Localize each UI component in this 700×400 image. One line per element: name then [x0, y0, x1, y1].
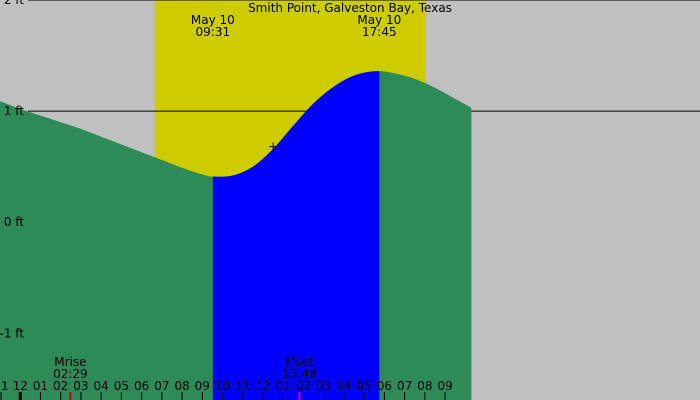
moon-time-0: 02:29 [53, 367, 88, 381]
x-tick-label: 09 [195, 379, 210, 393]
x-tick-label: 08 [417, 379, 432, 393]
x-tick-label: 01 [33, 379, 48, 393]
x-tick-label: 07 [397, 379, 412, 393]
moon-label-0: Mrise [54, 355, 86, 369]
x-tick-label: 12 [13, 379, 28, 393]
y-tick-label: 1 ft [4, 104, 24, 118]
event-time-1: 17:45 [362, 25, 397, 39]
current-marker [269, 142, 278, 151]
chart-title: Smith Point, Galveston Bay, Texas [248, 1, 452, 15]
x-tick-label: 04 [94, 379, 109, 393]
x-tick-label: 03 [73, 379, 88, 393]
x-tick-label: 02 [296, 379, 311, 393]
x-tick-label: 06 [134, 379, 149, 393]
x-tick-label: 02 [53, 379, 68, 393]
x-tick-label: 01 [276, 379, 291, 393]
event-date-1: May 10 [357, 13, 401, 27]
x-tick-label: 08 [174, 379, 189, 393]
moon-label-1: Mset [285, 355, 314, 369]
y-tick-label: -1 ft [0, 326, 24, 340]
event-time-0: 09:31 [196, 25, 231, 39]
highlight-area [212, 71, 380, 400]
x-tick-label: 06 [377, 379, 392, 393]
midnight-tick [18, 392, 22, 400]
x-tick-label: 11 [0, 379, 9, 393]
y-tick-label: 2 ft [4, 0, 24, 7]
x-tick-label: 04 [336, 379, 351, 393]
x-tick-label: 05 [357, 379, 372, 393]
x-tick-label: 12 [255, 379, 270, 393]
x-axis: 11 12 01 02 03 04 05 06 07 08 09 10 11 12 01 02 03 04 05 06… [0, 379, 453, 400]
y-tick-labels: 2 ft 1 ft 0 ft -1 ft [0, 0, 24, 340]
moon-time-1: 13:48 [282, 367, 317, 381]
x-tick-label: 03 [316, 379, 331, 393]
event-date-0: May 10 [191, 13, 235, 27]
x-tick-label: 10 [215, 379, 230, 393]
x-tick-label: 09 [437, 379, 452, 393]
x-tick-label: 07 [154, 379, 169, 393]
x-tick-label: 11 [235, 379, 250, 393]
y-tick-label: 0 ft [4, 215, 24, 229]
x-tick-label: 05 [114, 379, 129, 393]
